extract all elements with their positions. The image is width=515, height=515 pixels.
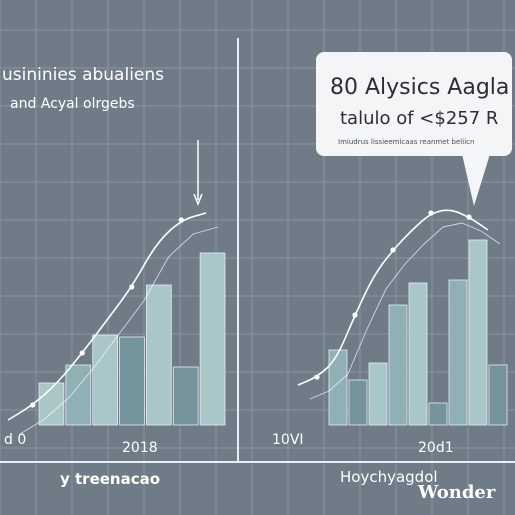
right-chart-footer: Hoychyagdol (340, 468, 438, 486)
left-trend-point-5 (129, 284, 135, 290)
left-bar-5 (172, 366, 199, 426)
right-x-tick-label-1: 20d1 (418, 440, 454, 456)
callout-note: Imiudrus lissieemicaas reanmet beliicn (338, 138, 474, 146)
callout-value: talulo of <$257 R (340, 108, 498, 129)
callout-background (316, 52, 512, 156)
right-bar-1 (348, 379, 368, 426)
right-trend-line-secondary (309, 222, 501, 400)
left-trend-point-7 (178, 217, 184, 223)
left-chart-footer: y treenacao (60, 470, 160, 488)
left-trend-point-3 (79, 350, 85, 356)
right-trend-point-5 (390, 247, 396, 253)
right-trend-point-3 (352, 312, 358, 318)
left-x-tick-label-1: 2018 (122, 440, 158, 456)
trend-lines (7, 209, 501, 435)
right-bar-8 (488, 364, 508, 426)
callout-box: 80 Alysics Aagla talulo of <$257 R Imiud… (316, 52, 512, 206)
right-bar-7 (468, 239, 488, 426)
right-x-tick-label-0: 10VI (272, 432, 304, 448)
right-bar-3 (388, 304, 408, 426)
right-trend-point-9 (466, 214, 472, 220)
left-chart-bars (38, 252, 226, 426)
left-bar-3 (119, 336, 145, 426)
right-chart-bars (328, 239, 508, 426)
left-bar-1 (65, 364, 92, 426)
callout-pointer (462, 154, 490, 206)
left-bar-2 (92, 334, 118, 426)
left-arrow-icon (193, 193, 203, 207)
right-bar-6 (448, 279, 468, 426)
left-chart-subtitle: and Acyal olrgebs (10, 96, 135, 112)
right-bar-2 (368, 362, 388, 426)
right-trend-line (297, 209, 489, 386)
left-bar-6 (199, 252, 226, 426)
left-trend-line-secondary (19, 226, 219, 435)
right-trend-point-7 (428, 210, 434, 216)
left-bar-4 (146, 284, 172, 426)
right-trend-point-1 (314, 374, 320, 380)
right-bar-5 (428, 402, 448, 426)
watermark: Wonder (417, 482, 496, 503)
right-bar-4 (408, 282, 428, 426)
left-chart-title: usininies abualiens (2, 65, 164, 85)
left-x-tick-label-0: d 0 (4, 432, 26, 448)
right-bar-0 (328, 349, 348, 426)
left-bar-0 (38, 382, 65, 426)
callout-title: 80 Alysics Aagla (330, 75, 509, 100)
left-trend-line (7, 212, 207, 421)
left-trend-point-1 (30, 402, 36, 408)
